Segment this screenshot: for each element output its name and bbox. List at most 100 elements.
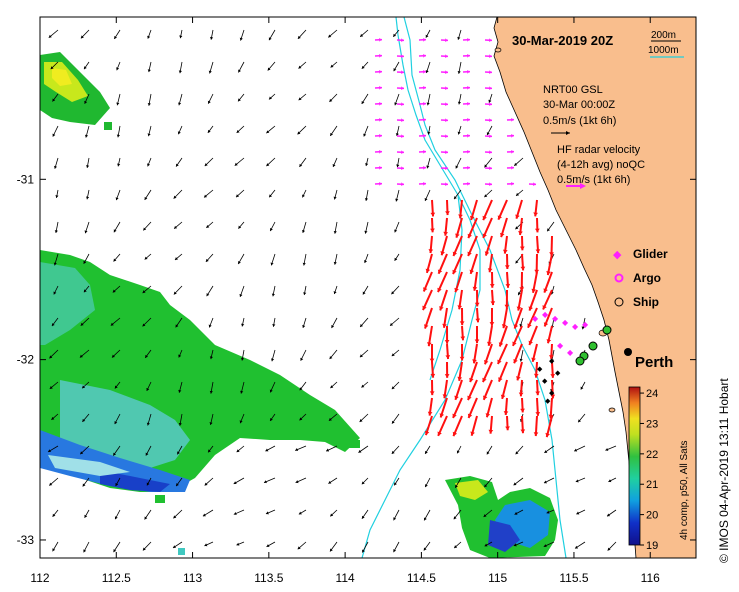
model-arrow xyxy=(115,189,121,201)
model-arrow xyxy=(363,125,369,137)
radar-arrow-magenta xyxy=(440,182,449,186)
model-arrow xyxy=(238,61,245,73)
radar-arrow-magenta xyxy=(440,70,449,74)
radar-arrow-red xyxy=(546,253,553,276)
x-tick-label: 112.5 xyxy=(102,571,131,585)
model-arrow xyxy=(302,317,307,329)
model-arrow xyxy=(113,221,121,233)
model-arrow xyxy=(173,189,183,199)
radar-arrow-magenta xyxy=(484,38,493,42)
model-arrow xyxy=(333,189,338,200)
radar-arrow-red xyxy=(458,199,463,219)
radar-arrow-red xyxy=(470,415,478,436)
model-arrow xyxy=(396,157,400,168)
radar-arrow-red xyxy=(534,253,540,274)
radar-arrow-red xyxy=(472,343,478,364)
model-arrow xyxy=(53,253,59,266)
radar-arrow-magenta xyxy=(484,150,493,154)
radar-arrow-red xyxy=(445,199,450,216)
radar-arrow-magenta xyxy=(374,150,383,154)
glider-marker: ◆ xyxy=(582,320,589,329)
ship-track-marker: ◆ xyxy=(549,390,555,397)
model-arrow xyxy=(297,541,307,550)
model-arrow xyxy=(206,285,214,297)
radar-arrow-red xyxy=(535,379,540,396)
radar-arrow-red xyxy=(550,361,556,378)
radar-arrow-magenta xyxy=(418,102,427,106)
model-arrow xyxy=(361,381,369,388)
model-arrow xyxy=(265,509,276,515)
y-tick-label: -31 xyxy=(17,172,35,186)
y-axis: -31 -32 -33 xyxy=(17,172,696,547)
radar-arrow-magenta xyxy=(462,166,471,170)
radar-arrow-red xyxy=(502,235,508,254)
radar-arrow-red xyxy=(485,397,493,418)
model-arrow xyxy=(364,189,369,201)
model-arrow xyxy=(265,445,276,452)
radar-arrow-magenta xyxy=(418,86,427,90)
radar-arrow-red xyxy=(429,379,435,396)
model-arrow xyxy=(116,61,121,71)
plot-frame xyxy=(39,16,697,559)
model-arrow xyxy=(51,413,59,421)
radar-arrow-magenta xyxy=(506,118,515,122)
radar-arrow-magenta xyxy=(418,38,427,42)
radar-arrow-magenta xyxy=(484,102,493,106)
ship-track-marker: ◆ xyxy=(549,358,555,365)
model-arrow xyxy=(514,157,524,167)
model-arrow xyxy=(144,253,152,260)
model-arrow xyxy=(393,477,400,486)
radar-arrow-red xyxy=(533,361,539,378)
radar-arrow-magenta xyxy=(396,182,405,186)
model-arrow xyxy=(84,221,90,234)
model-arrow xyxy=(266,541,276,548)
model-arrow xyxy=(577,413,586,423)
radar-arrow-red xyxy=(519,271,525,292)
radar-arrow-red xyxy=(443,217,449,236)
radar-arrow-magenta xyxy=(440,150,449,154)
radar-arrow-red xyxy=(542,289,553,310)
radar-arrow-red xyxy=(423,307,433,329)
radar-arrow-red xyxy=(428,235,434,254)
model-arrow xyxy=(457,125,462,135)
model-arrow xyxy=(484,477,493,488)
model-arrow xyxy=(391,381,400,390)
model-arrow xyxy=(268,189,276,198)
model-arrow xyxy=(203,189,214,198)
radar-arrow-red xyxy=(482,217,493,239)
ship-legend-symbol xyxy=(614,297,624,307)
model-arrow xyxy=(295,477,307,484)
model-arrow xyxy=(426,93,431,106)
x-tick-label: 116 xyxy=(641,571,660,585)
model-arrow xyxy=(580,381,586,390)
radar-arrow-magenta xyxy=(462,70,471,74)
model-arrow xyxy=(607,541,617,551)
model-arrow xyxy=(454,477,462,489)
model-arrow xyxy=(297,29,307,40)
colorbar-tick-label: 23 xyxy=(646,418,658,430)
radar-arrow-magenta xyxy=(374,38,383,42)
model-arrow xyxy=(515,189,524,197)
model-arrow xyxy=(112,285,121,293)
x-tick-label: 113.5 xyxy=(254,571,283,585)
isobath-legend: 200m 1000m xyxy=(648,30,684,58)
model-arrow xyxy=(48,29,59,38)
radar-arrow-red xyxy=(439,289,448,311)
radar-arrow-magenta xyxy=(462,182,471,186)
model-arrow xyxy=(484,541,493,547)
model-arrow xyxy=(142,317,152,327)
radar-arrow-magenta xyxy=(374,70,383,74)
model-arrow xyxy=(358,445,369,453)
model-arrow xyxy=(266,125,276,134)
model-arrow xyxy=(299,413,307,421)
model-arrow xyxy=(147,125,152,137)
model-arrow xyxy=(208,61,214,74)
model-arrow xyxy=(55,189,59,199)
model-arrow xyxy=(543,541,555,548)
radar-arrow-magenta xyxy=(506,134,515,138)
model-arrow xyxy=(83,253,90,264)
colorbar-scale xyxy=(628,386,641,546)
model-arrow xyxy=(486,125,493,136)
model-arrow xyxy=(178,349,183,358)
radar-arrow-magenta xyxy=(374,134,383,138)
